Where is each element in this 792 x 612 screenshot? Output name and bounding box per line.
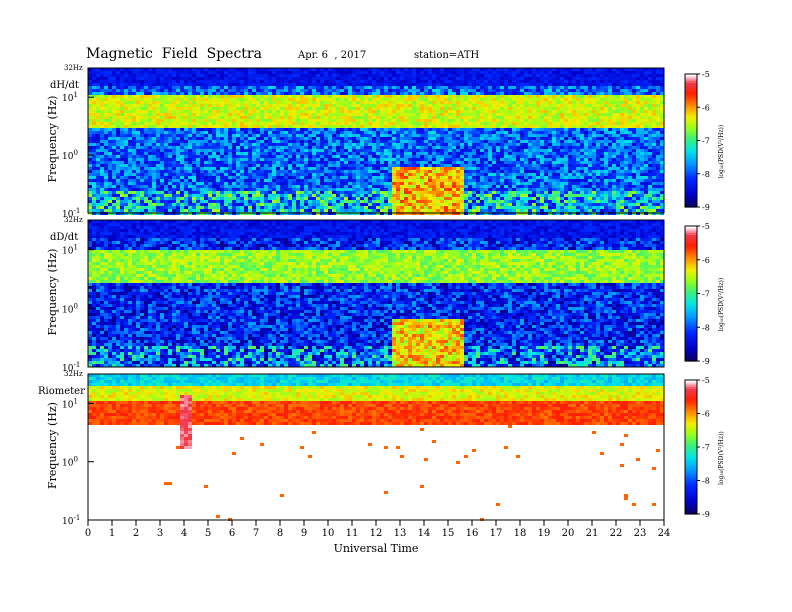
colorbar-tick-label: -8 (702, 477, 710, 486)
x-tick-label: 1 (109, 528, 115, 539)
y-top-label: 32Hz (64, 216, 83, 224)
x-tick-label: 21 (586, 528, 599, 539)
x-tick-label: 18 (514, 528, 527, 539)
x-tick-label: 12 (370, 528, 383, 539)
x-tick-label: 6 (229, 528, 235, 539)
panel-label: dD/dt (50, 232, 78, 243)
colorbar: -5 -6 -7 -8 -9 log₁₀(PSD(V²/Hz)) (685, 222, 725, 366)
colorbar-tick-label: -5 (702, 70, 710, 79)
x-tick-label: 2 (133, 528, 139, 539)
y-tick-label: 101 (62, 91, 78, 104)
colorbar-tick-label: -9 (702, 203, 710, 212)
x-tick-label: 24 (658, 528, 671, 539)
y-top-label: 32Hz (64, 64, 83, 72)
colorbar-tick-label: -7 (702, 290, 710, 299)
y-tick-label: 100 (62, 149, 78, 162)
y-tick-label: 100 (62, 302, 78, 315)
y-top-label: 32Hz (64, 370, 83, 378)
panel-label: Riometer (38, 386, 85, 397)
colorbar-label: log₁₀(PSD(V²/Hz)) (718, 431, 725, 485)
y-tick-label: 100 (62, 456, 78, 469)
colorbar-label: log₁₀(PSD(V²/Hz)) (718, 125, 725, 179)
colorbar-tick-label: -9 (702, 357, 710, 366)
colorbar: -5 -6 -7 -8 -9 log₁₀(PSD(V²/Hz)) (685, 70, 725, 212)
x-tick-label: 20 (562, 528, 575, 539)
x-tick-label: 7 (253, 528, 259, 539)
colorbar-label: log₁₀(PSD(V²/Hz)) (718, 278, 725, 332)
x-tick-label: 13 (394, 528, 407, 539)
x-tick-label: 3 (157, 528, 163, 539)
x-axis: 0 1 2 3 4 5 6 7 8 9 10 11 12 13 14 15 16 17 18 19 20 21 22 23 24… (85, 520, 671, 555)
x-tick-label: 23 (634, 528, 647, 539)
panel-label: dH/dt (50, 80, 79, 91)
x-tick-label: 8 (277, 528, 283, 539)
y-tick-label: 101 (62, 244, 78, 257)
x-tick-label: 22 (610, 528, 623, 539)
colorbar-tick-label: -7 (702, 137, 710, 146)
colorbar-tick-label: -9 (702, 510, 710, 519)
y-axis-label: Frequency (Hz) (46, 402, 59, 489)
x-tick-label: 10 (322, 528, 335, 539)
x-tick-label: 17 (490, 528, 503, 539)
y-tick-label: 101 (62, 397, 78, 410)
x-tick-label: 16 (466, 528, 479, 539)
x-tick-label: 14 (418, 528, 431, 539)
x-tick-label: 9 (301, 528, 307, 539)
x-tick-label: 0 (85, 528, 91, 539)
colorbar-tick-label: -5 (702, 376, 710, 385)
colorbar-tick-label: -5 (702, 222, 710, 231)
x-tick-label: 19 (538, 528, 551, 539)
colorbar-tick-label: -8 (702, 323, 710, 332)
colorbar-tick-label: -6 (702, 410, 710, 419)
colorbar-tick-label: -8 (702, 170, 710, 179)
colorbar: -5 -6 -7 -8 -9 log₁₀(PSD(V²/Hz)) (685, 376, 725, 519)
colorbar-tick-label: -6 (702, 103, 710, 112)
y-axis-label: Frequency (Hz) (46, 249, 59, 336)
y-tick-label: 10-1 (62, 514, 80, 527)
x-tick-label: 5 (205, 528, 211, 539)
colorbar-tick-label: -7 (702, 443, 710, 452)
x-axis-label: Universal Time (334, 542, 419, 555)
colorbar-tick-label: -6 (702, 256, 710, 265)
x-tick-label: 4 (181, 528, 187, 539)
y-axis-label: Frequency (Hz) (46, 96, 59, 183)
x-tick-label: 15 (442, 528, 455, 539)
x-tick-label: 11 (346, 528, 359, 539)
